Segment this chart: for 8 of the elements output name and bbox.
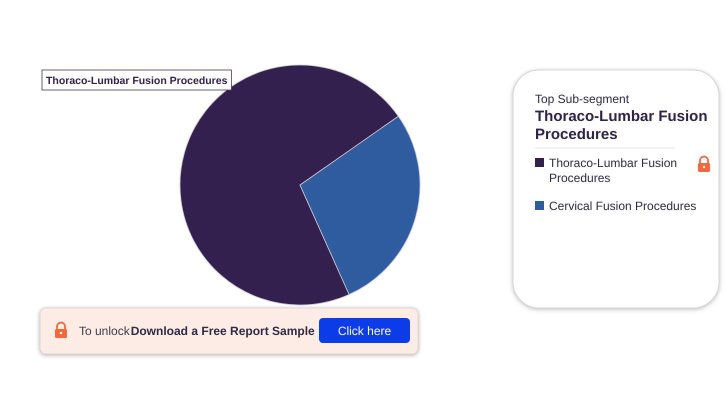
legend-label: Thoraco-Lumbar Fusion Procedures (549, 156, 678, 185)
text: Download a Free Report Sample (130, 324, 316, 338)
text: Click here (338, 324, 392, 338)
legend-label: Cervical Fusion Procedures (549, 199, 696, 213)
text: Thoraco-Lumbar Fusion Procedures (535, 108, 708, 143)
text: To unlock (79, 324, 131, 338)
text: Top Sub-segment (535, 92, 630, 106)
slice-label: Thoraco-Lumbar Fusion Procedures (46, 75, 228, 87)
